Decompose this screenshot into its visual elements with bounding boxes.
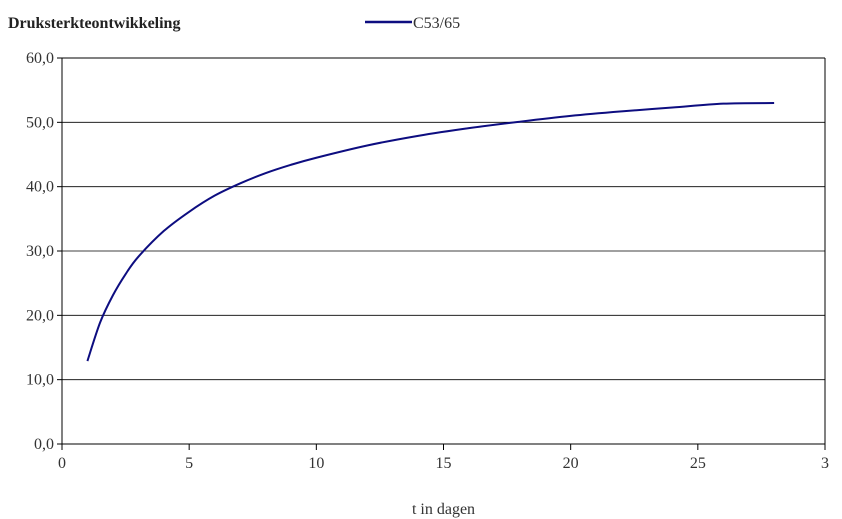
x-tick-label: 25 [690, 455, 706, 472]
x-tick-label: 3 [821, 455, 829, 472]
series-line [86, 102, 775, 362]
legend: C53/65 [365, 15, 460, 32]
x-tick-label: 10 [308, 455, 324, 472]
y-tick-label: 20,0 [26, 307, 54, 324]
x-tick-label: 5 [185, 455, 193, 472]
series-lines [86, 102, 775, 362]
tick-labels: 0,0 10,0 20,0 30,0 40,0 50,0 60,0 0 5 10 15 20 25 3 [26, 50, 829, 472]
y-tick-label: 30,0 [26, 243, 54, 260]
x-axis-title: t in dagen [412, 501, 475, 518]
y-tick-label: 40,0 [26, 179, 54, 196]
y-tick-label: 10,0 [26, 372, 54, 389]
x-tick-label: 20 [563, 455, 579, 472]
chart-title: Druksterkteontwikkeling [8, 15, 180, 32]
gridlines [62, 57, 825, 381]
y-tick-label: 0,0 [34, 436, 54, 453]
x-tick-label: 15 [436, 455, 452, 472]
axes [57, 57, 826, 450]
legend-label: C53/65 [413, 15, 460, 32]
x-tick-label: 0 [58, 455, 66, 472]
y-tick-label: 50,0 [26, 114, 54, 131]
y-tick-label: 60,0 [26, 50, 54, 67]
